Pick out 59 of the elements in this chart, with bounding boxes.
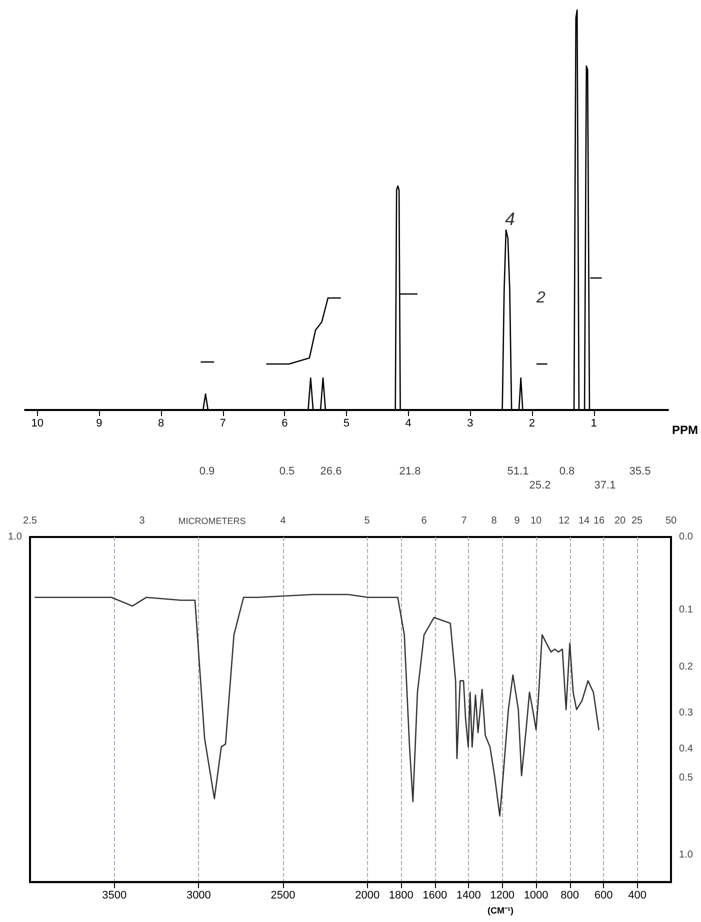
x-tick-label: 2 bbox=[528, 418, 536, 430]
text: 7 bbox=[461, 516, 468, 526]
text: 1.0 bbox=[8, 532, 22, 542]
text: 0.5 bbox=[279, 466, 295, 478]
x-tick-label: 1600 bbox=[422, 890, 448, 902]
text: 0.4 bbox=[679, 744, 694, 754]
text: 0.9 bbox=[199, 466, 215, 478]
x-tick-label: 3000 bbox=[186, 890, 211, 902]
x-tick-label: 3500 bbox=[102, 890, 127, 902]
x-tick-label: 7 bbox=[220, 418, 226, 430]
text: 5 bbox=[364, 516, 370, 526]
x-tick-label: 600 bbox=[594, 890, 613, 902]
x-tick-label: 8 bbox=[158, 418, 164, 430]
x-tick-label: 1 bbox=[590, 418, 597, 430]
x-axis-title: (CM⁻¹) bbox=[488, 906, 514, 916]
text: 4 bbox=[280, 516, 286, 526]
text: 16 bbox=[593, 516, 605, 526]
text: 0.0 bbox=[679, 532, 694, 542]
x-tick-label: 4 bbox=[405, 418, 412, 430]
x-tick-label: 1400 bbox=[456, 890, 481, 902]
annotation: 4 bbox=[504, 209, 516, 229]
text: 26.6 bbox=[320, 466, 342, 478]
annotation: 2 bbox=[536, 290, 546, 306]
text: 20 bbox=[614, 516, 626, 526]
text: 21.8 bbox=[399, 466, 421, 478]
text: 1.0 bbox=[679, 850, 694, 860]
text: 0.8 bbox=[559, 466, 575, 478]
x-tick-label: 2000 bbox=[355, 890, 380, 902]
x-tick-label: 1200 bbox=[490, 890, 515, 902]
x-tick-label: 10 bbox=[31, 418, 44, 430]
text: 0.3 bbox=[679, 708, 694, 718]
x-tick-label: 3 bbox=[467, 418, 474, 430]
text: 9 bbox=[514, 516, 520, 526]
text: 0.1 bbox=[679, 604, 694, 616]
text: 12 bbox=[558, 516, 570, 526]
x-tick-label: 1800 bbox=[388, 890, 414, 902]
x-tick-label: 5 bbox=[343, 418, 350, 430]
text: 14 bbox=[578, 516, 590, 526]
text: 37.1 bbox=[594, 480, 616, 492]
x-tick-label: 9 bbox=[96, 418, 102, 430]
text: 50 bbox=[665, 516, 677, 526]
text: 6 bbox=[421, 516, 428, 526]
text: 8 bbox=[491, 516, 498, 526]
x-tick-label: 400 bbox=[628, 890, 646, 902]
text: 25 bbox=[631, 516, 643, 526]
x-tick-label: 6 bbox=[282, 418, 288, 430]
text: 0.5 bbox=[679, 772, 694, 784]
text: MICROMETERS bbox=[178, 516, 246, 526]
x-tick-label: 1000 bbox=[524, 890, 548, 902]
x-tick-label: 800 bbox=[560, 890, 579, 902]
text: 51.1 bbox=[507, 466, 529, 478]
text: 10 bbox=[530, 516, 542, 526]
text: 0.2 bbox=[679, 662, 694, 672]
text: 2.5 bbox=[23, 516, 38, 526]
x-axis-title: PPM bbox=[672, 423, 698, 437]
text: 3 bbox=[139, 516, 146, 526]
x-tick-label: 2500 bbox=[270, 890, 296, 902]
text: 35.5 bbox=[629, 466, 651, 478]
text: 25.2 bbox=[529, 480, 551, 492]
